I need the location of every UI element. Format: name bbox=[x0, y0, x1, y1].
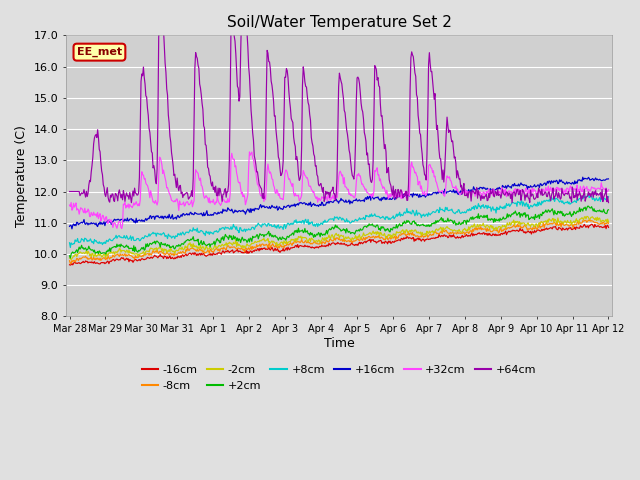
X-axis label: Time: Time bbox=[324, 337, 355, 350]
Y-axis label: Temperature (C): Temperature (C) bbox=[15, 125, 28, 227]
Legend: -16cm, -8cm, -2cm, +2cm, +8cm, +16cm, +32cm, +64cm: -16cm, -8cm, -2cm, +2cm, +8cm, +16cm, +3… bbox=[138, 361, 541, 395]
Title: Soil/Water Temperature Set 2: Soil/Water Temperature Set 2 bbox=[227, 15, 451, 30]
Text: EE_met: EE_met bbox=[77, 47, 122, 57]
